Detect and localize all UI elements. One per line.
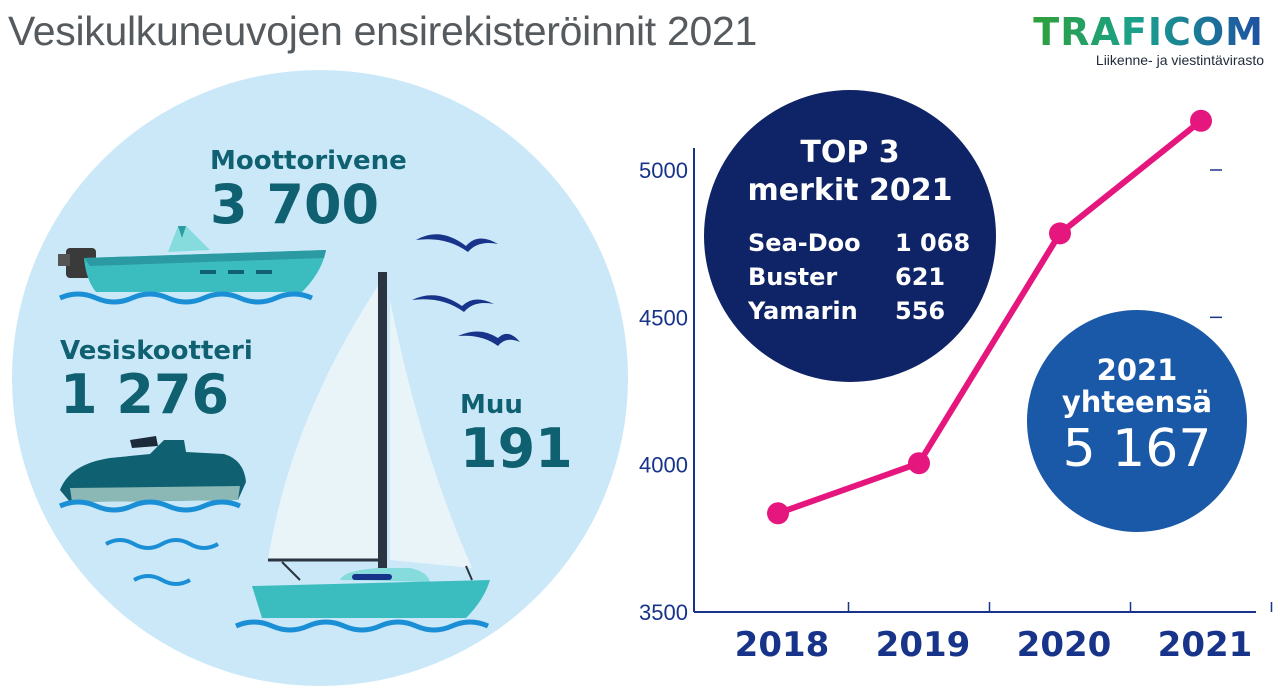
- sailboat-icon: [234, 272, 490, 633]
- brand-value: 1 068: [895, 229, 971, 257]
- total-label: yhteensä: [1061, 385, 1213, 419]
- vehicle-count: 3 700: [210, 173, 380, 236]
- data-point: [767, 502, 789, 525]
- x-tick-label: 2018: [735, 625, 830, 665]
- seagulls-icon: [412, 234, 520, 346]
- y-tick-label: 5000: [639, 158, 688, 183]
- data-point: [1049, 222, 1071, 245]
- total-year: 2021: [1096, 353, 1178, 387]
- vehicle-other: Muu 191: [460, 390, 573, 478]
- brand-name: Yamarin: [748, 297, 858, 325]
- x-axis-ticks: 2018 2019 2020 2021: [735, 602, 1273, 665]
- logo-wordmark: TRAFICOM: [1033, 10, 1264, 54]
- x-tick-label: 2019: [876, 625, 971, 665]
- y-axis-ticks: 3500 4000 4500 5000: [639, 158, 1222, 625]
- total-bubble: 2021 yhteensä 5 167: [1027, 310, 1247, 532]
- y-tick-label: 4500: [639, 305, 688, 330]
- brand-value: 556: [895, 297, 946, 325]
- brand-row: Buster 621: [748, 260, 970, 294]
- top3-title-line1: TOP 3: [800, 135, 900, 170]
- vehicle-count: 191: [460, 417, 573, 480]
- top3-brands-bubble: TOP 3 merkit 2021 Sea-Doo 1 068 Buster 6…: [704, 90, 996, 382]
- motorboat-icon: [58, 226, 326, 305]
- data-point: [908, 452, 930, 475]
- background-circle: [12, 70, 628, 686]
- chart-axes: [693, 148, 1256, 613]
- y-tick-label: 4000: [639, 453, 688, 478]
- brand-name: Buster: [748, 263, 838, 291]
- series-points: [767, 109, 1212, 525]
- vehicle-jet-ski: Vesiskootteri 1 276: [60, 336, 253, 424]
- vehicle-count: 1 276: [60, 363, 230, 426]
- total-value: 5 167: [1062, 419, 1212, 479]
- page-title: Vesikulkuneuvojen ensirekisteröinnit 202…: [8, 8, 757, 54]
- y-tick-label: 3500: [639, 600, 688, 625]
- brand-name: Sea-Doo: [748, 229, 861, 257]
- vehicle-name: Moottorivene: [210, 146, 407, 176]
- series-line: [776, 118, 1203, 517]
- vehicle-motorboat: Moottorivene 3 700: [210, 146, 407, 234]
- top3-title: TOP 3 merkit 2021: [704, 134, 996, 210]
- vehicle-name: Muu: [460, 390, 523, 420]
- traficom-logo: TRAFICOM Liikenne- ja viestintävirasto: [1033, 10, 1264, 68]
- brand-row: Yamarin 556: [748, 294, 970, 328]
- brand-row: Sea-Doo 1 068: [748, 226, 970, 260]
- data-point: [1190, 109, 1212, 132]
- logo-subtitle: Liikenne- ja viestintävirasto: [1095, 52, 1264, 68]
- jet-ski-icon: [58, 436, 246, 586]
- brand-value: 621: [895, 263, 946, 291]
- x-tick-label: 2020: [1017, 625, 1112, 665]
- vehicle-name: Vesiskootteri: [60, 336, 253, 366]
- brand-list: Sea-Doo 1 068 Buster 621 Yamarin 556: [748, 226, 970, 328]
- top3-title-line2: merkit 2021: [747, 173, 953, 208]
- x-tick-label: 2021: [1158, 625, 1253, 665]
